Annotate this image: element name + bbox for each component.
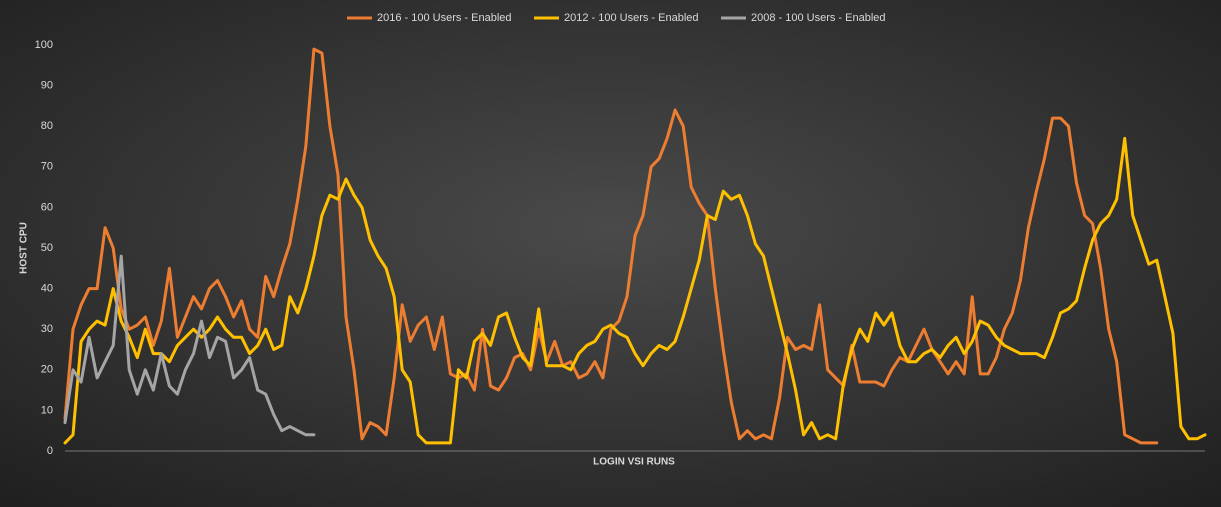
y-tick-label: 30 [41, 323, 53, 335]
y-axis-title: HOST CPU [19, 222, 30, 274]
y-tick-label: 10 [41, 404, 53, 416]
series-line [63, 47, 1159, 445]
y-tick-label: 20 [41, 364, 53, 376]
y-tick-label: 0 [47, 445, 53, 457]
x-axis-title: LOGIN VSI RUNS [593, 457, 675, 468]
y-tick-label: 80 [41, 120, 53, 132]
legend-label: 2016 - 100 Users - Enabled [377, 12, 512, 24]
y-tick-label: 50 [41, 242, 53, 254]
legend-label: 2008 - 100 Users - Enabled [751, 12, 886, 24]
y-tick-label: 100 [35, 39, 53, 51]
y-tick-label: 90 [41, 80, 53, 92]
series-line [63, 254, 316, 437]
legend-label: 2012 - 100 Users - Enabled [564, 12, 699, 24]
y-tick-label: 60 [41, 201, 53, 213]
y-tick-label: 40 [41, 283, 53, 295]
series-line [63, 136, 1207, 445]
y-tick-label: 70 [41, 161, 53, 173]
